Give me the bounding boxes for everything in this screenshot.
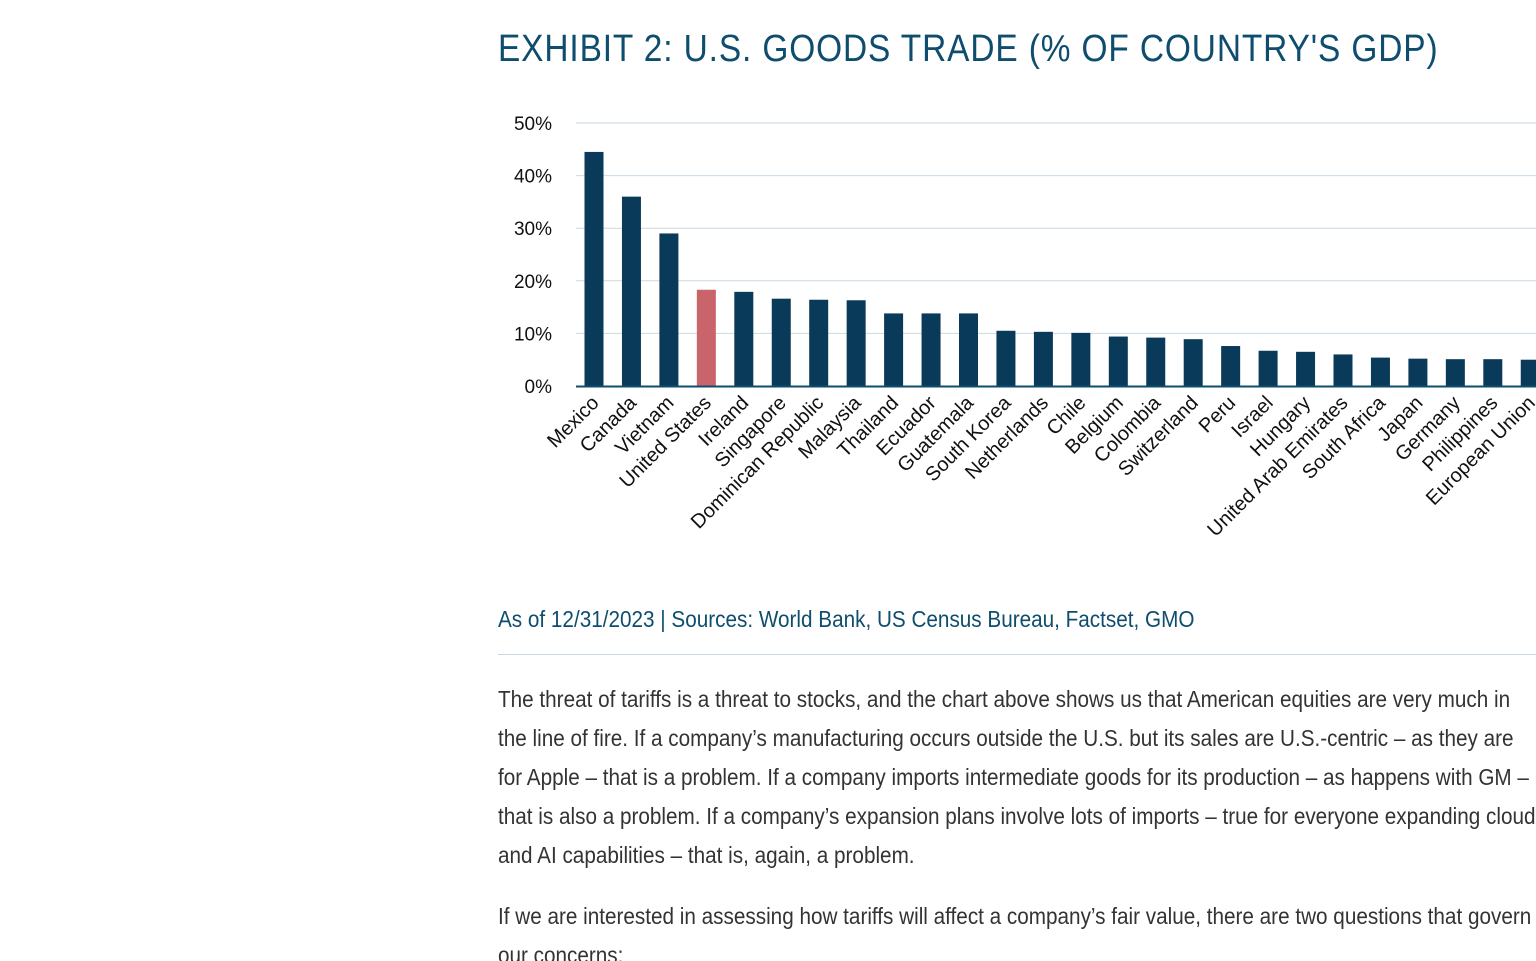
y-tick-label: 40%: [514, 167, 552, 188]
bar-netherlands: [1033, 331, 1053, 386]
bar-united-arab-emirates: [1333, 354, 1353, 386]
bar-thailand: [884, 313, 904, 386]
bar-philippines: [1483, 359, 1503, 386]
bar-singapore: [771, 298, 791, 386]
bar-colombia: [1146, 337, 1166, 386]
bar-vietnam: [659, 233, 679, 386]
bar-south-africa: [1370, 357, 1390, 386]
y-tick-label: 20%: [514, 272, 552, 293]
divider: [498, 654, 1536, 655]
y-tick-label: 50%: [514, 114, 552, 135]
bar-canada: [621, 196, 641, 386]
bar-united-states: [696, 289, 716, 386]
gridlines: [576, 122, 1536, 334]
bar-switzerland: [1183, 339, 1203, 386]
bar-malaysia: [846, 300, 866, 386]
y-axis-ticks: 0% 10% 20% 30% 40% 50%: [514, 114, 552, 398]
bar-hungary: [1296, 351, 1316, 386]
bar-chile: [1071, 332, 1091, 386]
bar-european-union: [1520, 359, 1536, 386]
bars: [584, 151, 1536, 386]
paragraph-2: If we are interested in assessing how ta…: [498, 903, 1532, 961]
source-note: As of 12/31/2023 | Sources: World Bank, …: [498, 606, 1195, 632]
bar-germany: [1445, 359, 1465, 386]
paragraph-1: The threat of tariffs is a threat to sto…: [498, 686, 1536, 868]
y-tick-label: 0%: [525, 377, 553, 398]
bar-dominican-republic: [809, 299, 829, 386]
y-tick-label: 10%: [514, 324, 552, 345]
bar-japan: [1408, 358, 1428, 386]
goods-trade-bar-chart: 0% 10% 20% 30% 40% 50% MexicoCanadaVietnamUni…: [514, 114, 1536, 541]
bar-peru: [1221, 346, 1241, 386]
article-body: The threat of tariffs is a threat to sto…: [498, 680, 1536, 961]
bar-south-korea: [996, 330, 1016, 386]
bar-ireland: [734, 291, 754, 386]
bar-mexico: [584, 151, 604, 386]
exhibit-title: EXHIBIT 2: U.S. GOODS TRADE (% OF COUNTR…: [498, 28, 1439, 70]
bar-israel: [1258, 350, 1278, 386]
bar-ecuador: [921, 313, 941, 386]
y-tick-label: 30%: [514, 219, 552, 240]
bar-guatemala: [959, 313, 978, 386]
bar-belgium: [1108, 336, 1128, 386]
